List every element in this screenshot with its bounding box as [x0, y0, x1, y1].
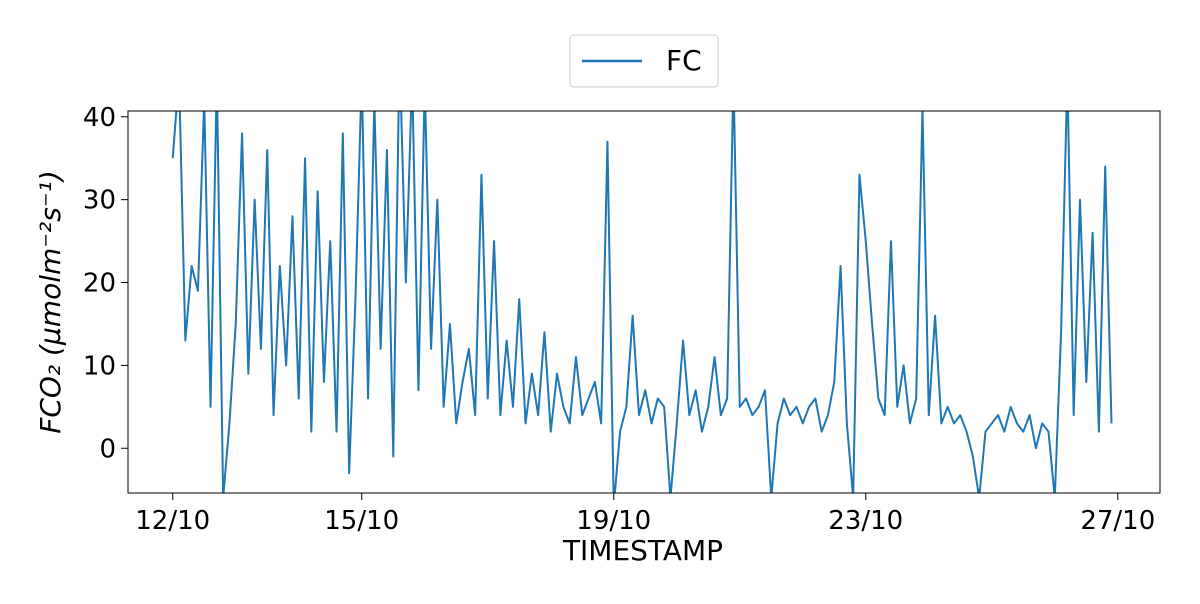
- x-tick-label: 19/10: [576, 506, 651, 536]
- y-tick-label: 20: [83, 269, 116, 299]
- y-axis-label: FCO₂ (μmolm⁻²s⁻¹): [34, 170, 67, 434]
- legend-box: [569, 34, 719, 88]
- axes-frame: [127, 110, 1161, 494]
- x-tick-label: 27/10: [1080, 506, 1155, 536]
- x-tick-label: 23/10: [828, 506, 903, 536]
- y-tick-label: 0: [99, 434, 116, 464]
- y-tick-label: 10: [83, 351, 116, 381]
- legend: FC: [569, 34, 719, 88]
- legend-label: FC: [666, 44, 702, 77]
- plot-area: [171, 111, 1113, 493]
- x-tick-label: 15/10: [324, 506, 399, 536]
- y-tick-label: 30: [83, 186, 116, 216]
- data-line: [171, 111, 1113, 493]
- x-axis-label: TIMESTAMP: [562, 534, 723, 567]
- x-tick-label: 12/10: [135, 506, 210, 536]
- y-tick-label: 40: [83, 103, 116, 133]
